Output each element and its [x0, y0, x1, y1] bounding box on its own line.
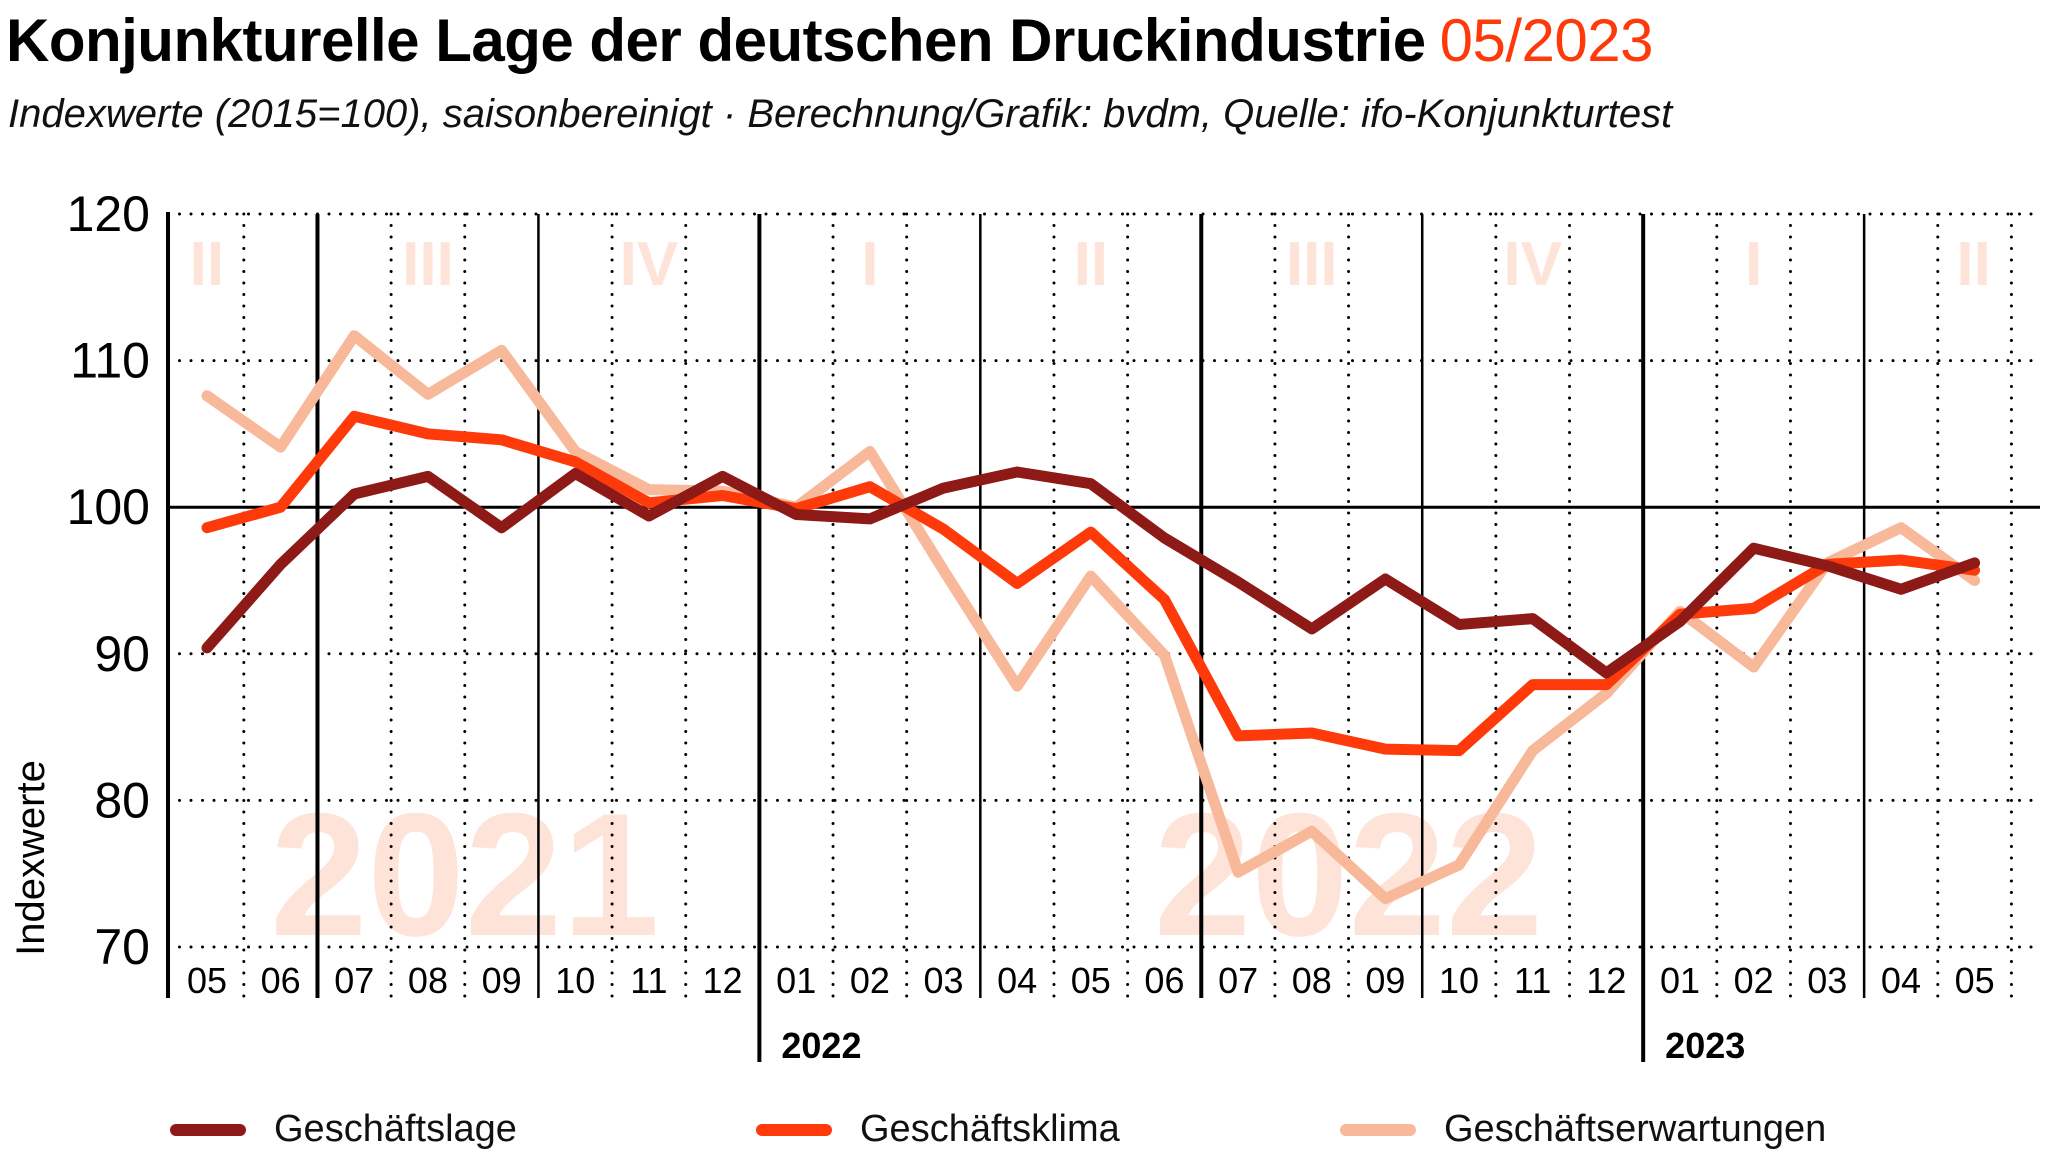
x-tick-label: 07: [1218, 960, 1258, 1001]
quarter-label: I: [1745, 230, 1762, 299]
series-line-geschaeftslage: [201, 466, 1981, 679]
y-tick-label: 90: [94, 626, 150, 682]
legend-label: Geschäftslage: [274, 1108, 517, 1150]
x-tick-label: 08: [408, 960, 448, 1001]
x-tick-label: 12: [703, 960, 743, 1001]
quarter-label: IV: [620, 230, 679, 299]
y-axis-label: Indexwerte: [9, 760, 53, 956]
y-tick-label: 80: [94, 772, 150, 828]
quarter-label: II: [1074, 230, 1108, 299]
quarter-label: IV: [1503, 230, 1562, 299]
y-tick-label: 120: [67, 186, 150, 242]
x-tick-label: 01: [776, 960, 816, 1001]
legend-label: Geschäftsklima: [860, 1108, 1120, 1150]
legend-item-geschaeftserwartungen: Geschäftserwartungen: [1340, 1108, 1826, 1151]
legend-swatch-geschaeftserwartungen: [1340, 1123, 1416, 1136]
legend-item-geschaeftslage: Geschäftslage: [170, 1108, 517, 1151]
x-tick-label: 10: [1439, 960, 1479, 1001]
x-tick-label: 07: [334, 960, 374, 1001]
quarter-label: III: [1286, 230, 1338, 299]
x-tick-label: 11: [1514, 960, 1551, 1001]
x-tick-label: 04: [997, 960, 1037, 1001]
x-tick-label: 09: [1365, 960, 1405, 1001]
x-tick-label: 04: [1881, 960, 1921, 1001]
legend-swatch-geschaeftsklima: [756, 1123, 832, 1136]
x-tick-label: 05: [1955, 960, 1995, 1001]
x-tick-label: 05: [1071, 960, 1111, 1001]
legend: Geschäftslage Geschäftsklima Geschäftser…: [0, 1108, 2048, 1152]
quarter-label: II: [190, 230, 224, 299]
quarter-label: II: [1956, 230, 1990, 299]
legend-item-geschaeftsklima: Geschäftsklima: [756, 1108, 1120, 1151]
y-tick-label: 70: [94, 919, 150, 975]
chart-subtitle: Indexwerte (2015=100), saisonbereinigt ·…: [8, 92, 1673, 136]
x-tick-label: 02: [1734, 960, 1774, 1001]
quarter-label: III: [402, 230, 454, 299]
x-tick-label: 03: [923, 960, 963, 1001]
x-tick-label: 06: [1144, 960, 1184, 1001]
x-tick-label: 12: [1586, 960, 1626, 1001]
x-tick-label: 01: [1660, 960, 1700, 1001]
quarter-labels: II III IV I II III IV I II: [190, 230, 1991, 299]
quarter-label: I: [861, 230, 878, 299]
chart-title-date: 05/2023: [1439, 7, 1654, 74]
x-tick-label: 02: [850, 960, 890, 1001]
x-tick-label: 10: [555, 960, 595, 1001]
chart-title: Konjunkturelle Lage der deutschen Drucki…: [6, 6, 1654, 75]
series-lines: [201, 330, 1981, 905]
x-tick-label: 03: [1807, 960, 1847, 1001]
x-tick-label: 06: [261, 960, 301, 1001]
chart-title-text: Konjunkturelle Lage der deutschen Drucki…: [6, 7, 1426, 74]
x-year-label: 2022: [781, 1025, 861, 1066]
tick-labels: 70 80 90 100 110 120 05 06 07 08 09 10 11 12 01 02 03 04 0…: [67, 186, 1995, 1066]
x-tick-label: 08: [1292, 960, 1332, 1001]
grid: [166, 212, 2042, 1062]
year-watermark: 2021: [270, 778, 659, 973]
y-tick-label: 100: [67, 479, 150, 535]
x-tick-label: 05: [187, 960, 227, 1001]
legend-swatch-geschaeftslage: [170, 1123, 246, 1136]
x-tick-label: 09: [482, 960, 522, 1001]
x-year-label: 2023: [1665, 1025, 1745, 1066]
x-tick-label: 11: [630, 960, 667, 1001]
y-tick-label: 110: [70, 333, 150, 389]
legend-label: Geschäftserwartungen: [1444, 1108, 1827, 1150]
